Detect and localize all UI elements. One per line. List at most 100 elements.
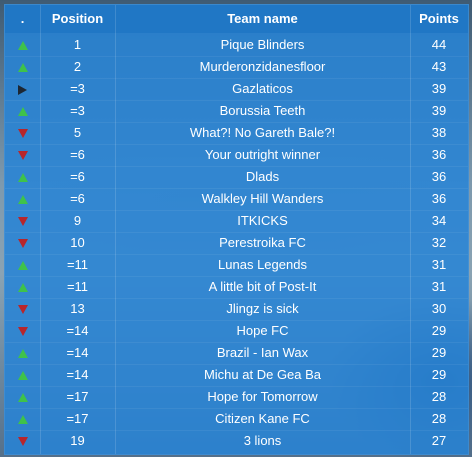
arrow-up-icon <box>17 371 28 381</box>
position-cell: =17 <box>66 389 89 404</box>
table-row[interactable]: =6 Your outright winner 36 <box>5 144 468 166</box>
row-divider <box>5 364 468 365</box>
table-row[interactable]: =11 Lunas Legends 31 <box>5 254 468 276</box>
movement-cell <box>5 144 40 166</box>
table-row[interactable]: =3 Borussia Teeth 39 <box>5 100 468 122</box>
row-divider <box>5 144 468 145</box>
team-name-link[interactable]: Pique Blinders <box>220 37 305 52</box>
arrow-up-icon <box>17 107 28 117</box>
points-cell: 27 <box>431 433 447 448</box>
table-row[interactable]: =14 Brazil - Ian Wax 29 <box>5 342 468 364</box>
arrow-down-icon <box>17 217 28 227</box>
team-name-link[interactable]: Jlingz is sick <box>226 301 299 316</box>
points-cell: 34 <box>431 213 447 228</box>
position-cell: =17 <box>66 411 89 426</box>
row-divider <box>5 430 468 431</box>
position-cell: =11 <box>66 279 89 294</box>
points-cell: 36 <box>431 191 447 206</box>
points-cell: 30 <box>431 301 447 316</box>
team-name-link[interactable]: A little bit of Post-It <box>208 279 317 294</box>
team-name-link[interactable]: Walkley Hill Wanders <box>201 191 324 206</box>
team-name-link[interactable]: Michu at De Gea Ba <box>203 367 322 382</box>
movement-cell <box>5 122 40 144</box>
team-name-link[interactable]: Your outright winner <box>204 147 321 162</box>
table-row[interactable]: 13 Jlingz is sick 30 <box>5 298 468 320</box>
header-points[interactable]: Points <box>419 11 459 26</box>
position-cell: =11 <box>66 257 89 272</box>
points-cell: 44 <box>431 37 447 52</box>
table-row[interactable]: 2 Murderonzidanesfloor 43 <box>5 56 468 78</box>
team-name-link[interactable]: Gazlaticos <box>232 81 293 96</box>
movement-cell <box>5 298 40 320</box>
table-row[interactable]: =17 Hope for Tomorrow 28 <box>5 386 468 408</box>
team-name-link[interactable]: Hope for Tomorrow <box>207 389 318 404</box>
team-name-link[interactable]: Lunas Legends <box>218 257 307 272</box>
position-cell: =6 <box>70 147 85 162</box>
table-row[interactable]: 10 Perestroika FC 32 <box>5 232 468 254</box>
team-name-link[interactable]: 3 lions <box>243 433 282 448</box>
movement-cell <box>5 78 40 100</box>
movement-cell <box>5 56 40 78</box>
arrow-up-icon <box>17 393 28 403</box>
table-row[interactable]: =17 Citizen Kane FC 28 <box>5 408 468 430</box>
table-row[interactable]: 9 ITKICKS 34 <box>5 210 468 232</box>
position-cell: 1 <box>73 37 82 52</box>
points-cell: 39 <box>431 81 447 96</box>
team-name-link[interactable]: Brazil - Ian Wax <box>216 345 309 360</box>
row-divider <box>5 320 468 321</box>
team-name-link[interactable]: Borussia Teeth <box>219 103 306 118</box>
team-name-link[interactable]: ITKICKS <box>237 213 288 228</box>
team-name-link[interactable]: Citizen Kane FC <box>215 411 310 426</box>
position-cell: 5 <box>73 125 82 140</box>
table-row[interactable]: 1 Pique Blinders 44 <box>5 34 468 56</box>
header-team-name[interactable]: Team name <box>227 11 298 26</box>
row-divider <box>5 298 468 299</box>
row-divider <box>5 276 468 277</box>
position-cell: =6 <box>70 169 85 184</box>
points-cell: 28 <box>431 389 447 404</box>
arrow-up-icon <box>17 283 28 293</box>
team-name-link[interactable]: Hope FC <box>236 323 289 338</box>
team-name-link[interactable]: Murderonzidanesfloor <box>199 59 326 74</box>
column-divider <box>40 5 41 454</box>
movement-cell <box>5 342 40 364</box>
position-cell: 19 <box>70 433 85 448</box>
header-position[interactable]: Position <box>51 11 104 26</box>
table-row[interactable]: =3 Gazlaticos 39 <box>5 78 468 100</box>
header-movement: . <box>20 11 25 26</box>
team-name-link[interactable]: Perestroika FC <box>219 235 306 250</box>
position-cell: =6 <box>70 191 85 206</box>
movement-cell <box>5 100 40 122</box>
row-divider <box>5 188 468 189</box>
arrow-up-icon <box>17 261 28 271</box>
points-cell: 29 <box>431 323 447 338</box>
team-name-link[interactable]: Dlads <box>245 169 280 184</box>
position-cell: =3 <box>70 81 85 96</box>
position-cell: =14 <box>66 345 89 360</box>
movement-cell <box>5 386 40 408</box>
position-cell: 2 <box>73 59 82 74</box>
table-row[interactable]: 19 3 lions 27 <box>5 430 468 452</box>
position-cell: =3 <box>70 103 85 118</box>
row-divider <box>5 408 468 409</box>
column-divider <box>410 5 411 454</box>
table-row[interactable]: =14 Hope FC 29 <box>5 320 468 342</box>
table-row[interactable]: =6 Walkley Hill Wanders 36 <box>5 188 468 210</box>
movement-cell <box>5 188 40 210</box>
row-divider <box>5 210 468 211</box>
arrow-up-icon <box>17 41 28 51</box>
arrow-down-icon <box>17 151 28 161</box>
table-row[interactable]: =6 Dlads 36 <box>5 166 468 188</box>
row-divider <box>5 254 468 255</box>
table-row[interactable]: =14 Michu at De Gea Ba 29 <box>5 364 468 386</box>
row-divider <box>5 100 468 101</box>
table-row[interactable]: =11 A little bit of Post-It 31 <box>5 276 468 298</box>
arrow-up-icon <box>17 63 28 73</box>
movement-cell <box>5 166 40 188</box>
team-name-link[interactable]: What?! No Gareth Bale?! <box>189 125 336 140</box>
movement-cell <box>5 254 40 276</box>
position-cell: 10 <box>70 235 85 250</box>
table-row[interactable]: 5 What?! No Gareth Bale?! 38 <box>5 122 468 144</box>
row-divider <box>5 56 468 57</box>
row-divider <box>5 166 468 167</box>
